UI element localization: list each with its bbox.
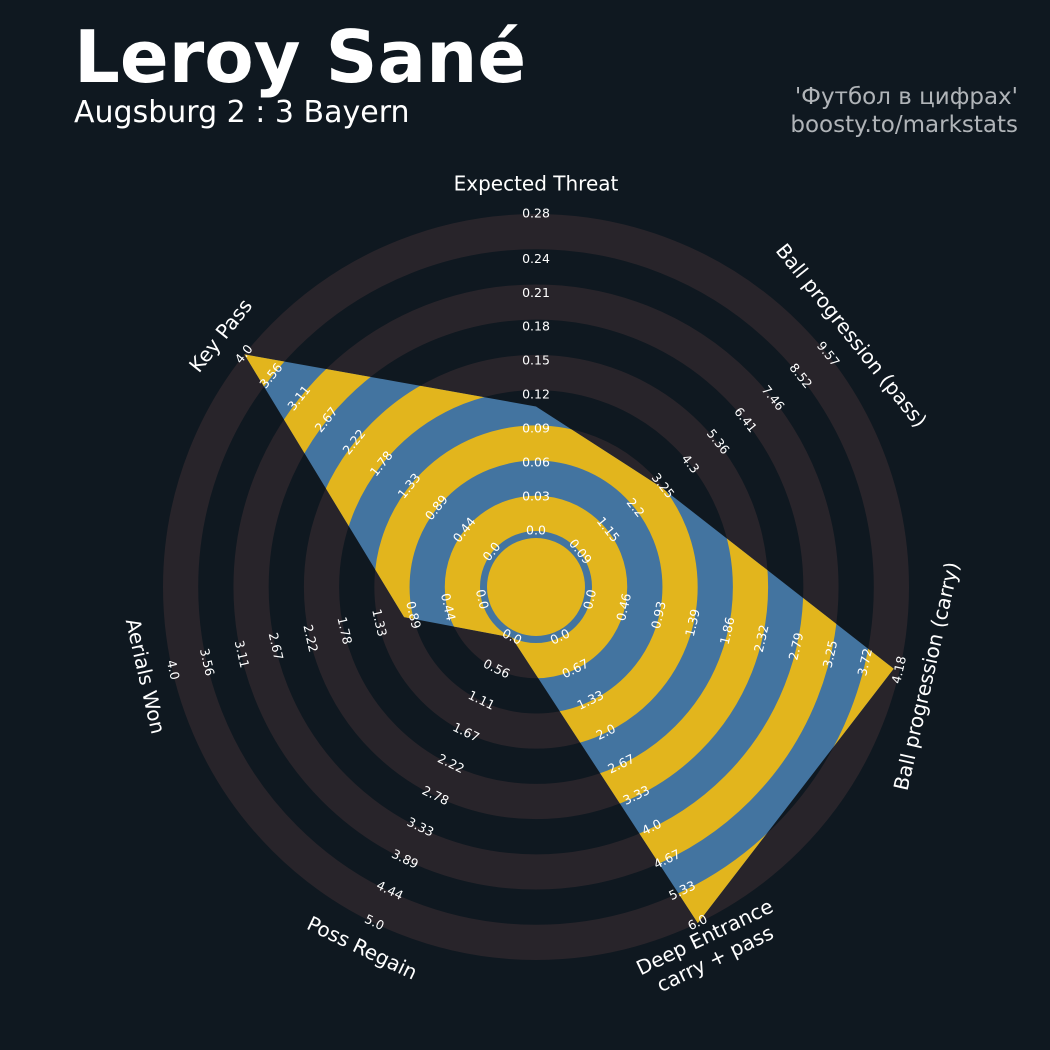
axis-label: Aerials Won: [121, 616, 171, 736]
credit: boosty.to/markstats: [790, 112, 1018, 138]
tick-label: 1.78: [334, 615, 355, 646]
tick-label: 2.79: [785, 631, 806, 662]
tick-label: 0.03: [522, 489, 550, 504]
credit: 'Футбол в цифрах': [795, 84, 1018, 110]
tick-label: 3.11: [232, 639, 253, 669]
chart-subtitle: Augsburg 2 : 3 Bayern: [74, 95, 410, 130]
tick-label: 2.22: [300, 623, 321, 653]
ring-band-highlight: [444, 495, 628, 679]
tick-label: 0.12: [522, 387, 550, 402]
chart-title: Leroy Sané: [74, 15, 526, 99]
tick-label: 0.0: [580, 588, 599, 611]
tick-label: 0.89: [403, 600, 424, 631]
tick-label: 0.46: [613, 592, 634, 623]
tick-label: 0.24: [522, 251, 550, 266]
tick-label: 0.09: [522, 421, 550, 436]
tick-label: 0.93: [648, 600, 669, 630]
tick-label: 0.21: [522, 285, 550, 300]
tick-label: 1.33: [369, 607, 390, 637]
tick-label: 1.86: [717, 615, 738, 646]
tick-label: 3.25: [820, 639, 841, 669]
tick-label: 2.32: [751, 623, 772, 653]
tick-label: 0.0: [473, 588, 492, 611]
tick-label: 0.44: [438, 592, 459, 623]
tick-label: 4.0: [164, 658, 183, 681]
tick-label: 0.0: [526, 523, 546, 538]
ring-band: [233, 284, 839, 890]
tick-label: 3.56: [197, 647, 218, 678]
tick-label: 3.72: [854, 647, 875, 677]
center-disk: [487, 538, 585, 636]
axis-label: Expected Threat: [454, 172, 619, 196]
tick-label: 2.67: [266, 631, 287, 661]
tick-label: 0.18: [522, 319, 550, 334]
tick-label: 0.15: [522, 353, 550, 368]
tick-label: 1.39: [682, 607, 703, 638]
tick-label: 0.06: [522, 455, 550, 470]
tick-label: 4.18: [888, 655, 909, 686]
ring-band: [163, 214, 909, 960]
tick-label: 0.28: [522, 206, 550, 221]
